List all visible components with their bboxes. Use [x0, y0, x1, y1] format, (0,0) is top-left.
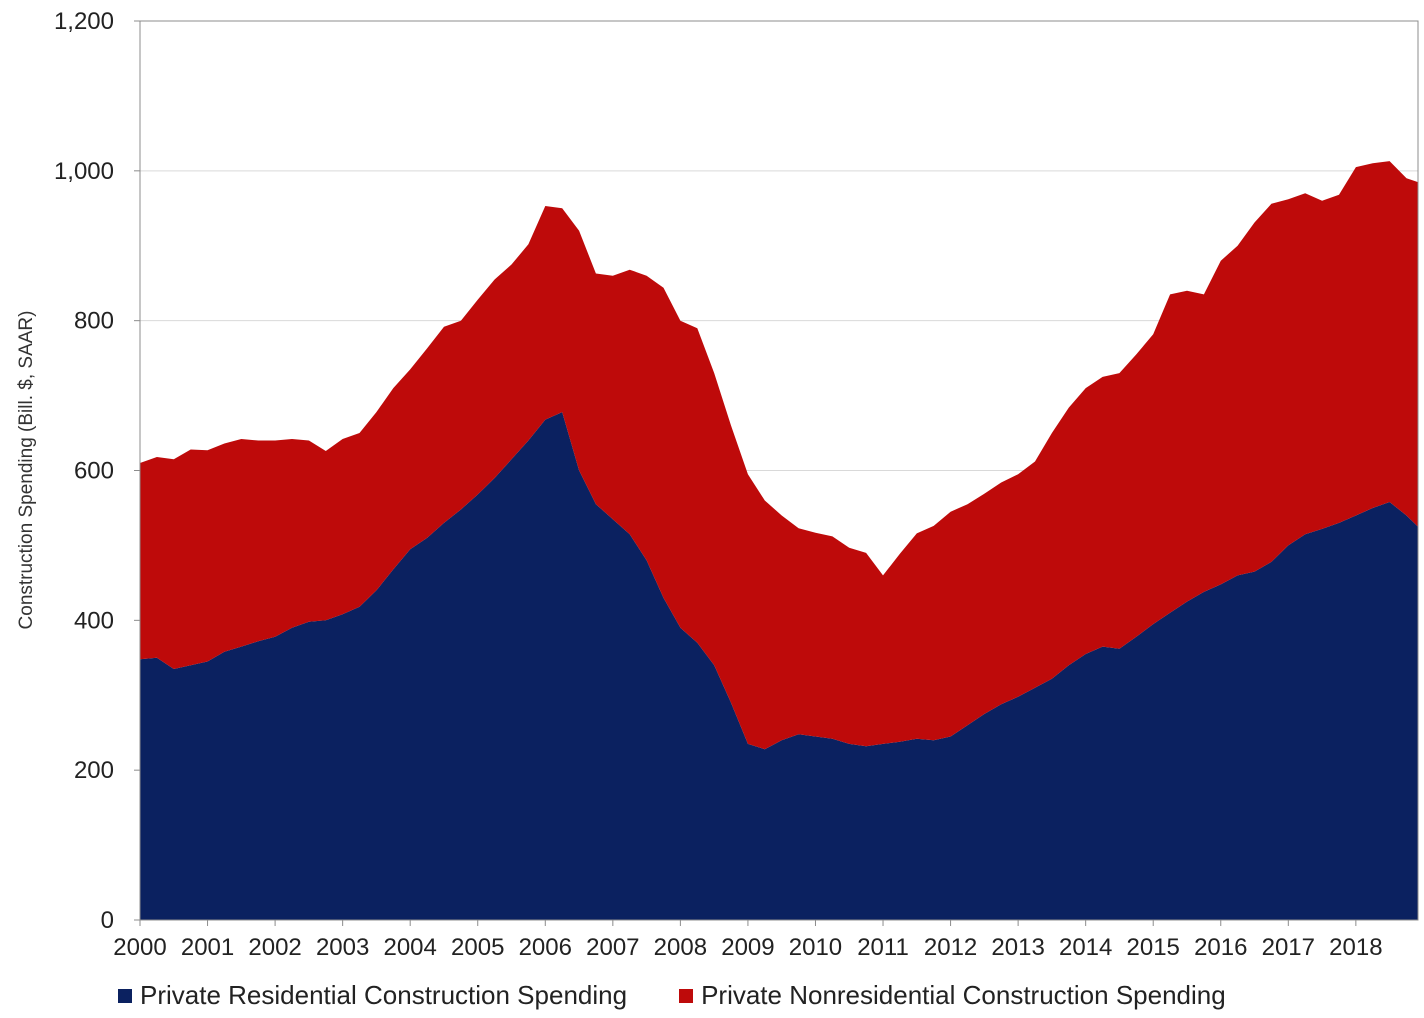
- x-tick-label: 2005: [451, 934, 504, 961]
- y-tick-label: 400: [74, 607, 114, 634]
- legend-swatch-residential: [118, 988, 132, 1003]
- area-nonresidential: [140, 161, 1418, 750]
- area-residential: [140, 412, 1418, 920]
- x-tick-label: 2007: [586, 934, 639, 961]
- legend-label-nonresidential: Private Nonresidential Construction Spen…: [701, 980, 1226, 1010]
- area-series: [140, 161, 1418, 920]
- x-tick-label: 2015: [1127, 934, 1180, 961]
- x-tick-label: 2008: [654, 934, 707, 961]
- x-tick-label: 2013: [991, 934, 1044, 961]
- x-tick-label: 2006: [519, 934, 572, 961]
- x-tick-label: 2017: [1262, 934, 1315, 961]
- axes: [134, 20, 1419, 926]
- y-tick-label: 0: [101, 907, 114, 934]
- x-tick-label: 2009: [721, 934, 774, 961]
- y-tick-label: 1,000: [54, 158, 114, 185]
- y-tick-labels: 0 200 400 600 800 1,000 1,200: [54, 8, 114, 934]
- x-tick-label: 2004: [383, 934, 436, 961]
- x-tick-label: 2001: [181, 934, 234, 961]
- y-tick-label: 1,200: [54, 8, 114, 35]
- x-tick-label: 2012: [924, 934, 977, 961]
- y-tick-label: 600: [74, 458, 114, 485]
- y-tick-label: 200: [74, 757, 114, 784]
- x-tick-label: 2003: [316, 934, 369, 961]
- legend-item-nonresidential: Private Nonresidential Construction Spen…: [679, 980, 1226, 1011]
- y-tick-label: 800: [74, 308, 114, 335]
- x-tick-label: 2011: [857, 934, 909, 961]
- x-tick-label: 2018: [1329, 934, 1382, 961]
- x-tick-labels: 2000 2001 2002 2003 2004 2005 2006 2007 2008 2009…: [113, 934, 1382, 961]
- y-axis-title: Construction Spending (Bill. $, SAAR): [16, 311, 37, 630]
- x-tick-label: 2014: [1059, 934, 1112, 961]
- x-tick-label: 2002: [248, 934, 301, 961]
- legend: Private Residential Construction Spendin…: [118, 980, 1226, 1011]
- x-tick-label: 2010: [789, 934, 842, 961]
- legend-label-residential: Private Residential Construction Spendin…: [140, 980, 628, 1010]
- x-tick-label: 2016: [1194, 934, 1247, 961]
- x-tick-label: 2000: [113, 934, 166, 961]
- legend-swatch-nonresidential: [679, 988, 694, 1003]
- legend-item-residential: Private Residential Construction Spendin…: [118, 980, 627, 1011]
